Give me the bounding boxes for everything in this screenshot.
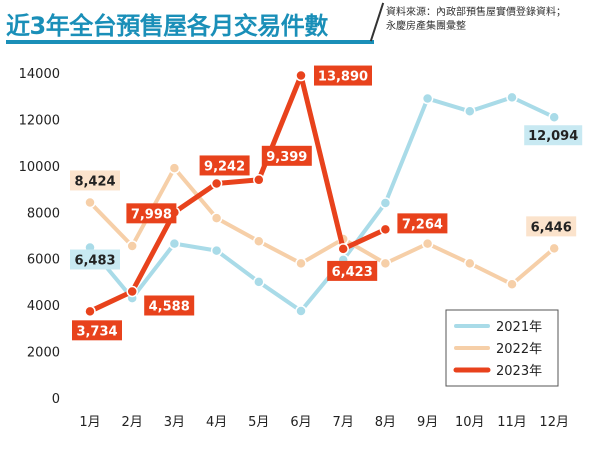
data-label-box <box>524 125 583 146</box>
data-label: 12,094 <box>528 129 578 144</box>
legend: 2021年 2022年 2023年 <box>445 309 559 387</box>
x-tick-label: 8月 <box>375 415 396 430</box>
data-point <box>464 257 476 270</box>
data-point <box>253 276 265 288</box>
data-point <box>379 223 392 236</box>
data-label-box <box>327 260 378 281</box>
y-tick-label: 2000 <box>27 346 60 361</box>
data-point <box>295 69 307 82</box>
data-point <box>421 237 434 250</box>
source-note: 資料來源：內政部預售屋實價登錄資料； 永慶房產集團彙整 <box>369 2 566 42</box>
data-label-box <box>526 216 577 237</box>
data-label: 7,998 <box>131 207 172 222</box>
y-tick-label: 4000 <box>27 299 60 314</box>
series-lines <box>84 69 560 318</box>
data-point <box>253 174 265 186</box>
x-tick-label: 4月 <box>206 415 227 430</box>
x-tick-label: 6月 <box>290 415 311 430</box>
data-label-box <box>314 65 372 86</box>
data-label: 3,734 <box>76 324 117 339</box>
series-line-2023年 <box>87 73 388 314</box>
data-point <box>379 197 392 209</box>
x-axis: 1月 2月 3月 4月 5月 6月 7月 8月 9月 10月 11月 12月 <box>79 415 569 430</box>
series-line-2022年 <box>88 166 557 287</box>
data-point <box>421 92 434 105</box>
data-point <box>379 257 392 270</box>
data-point <box>210 212 223 224</box>
data-label-box <box>397 213 448 234</box>
data-point <box>337 243 349 255</box>
x-tick-label: 12月 <box>539 415 569 430</box>
data-label-box <box>199 155 250 176</box>
data-point <box>464 105 476 118</box>
legend-label: 2022年 <box>496 342 542 357</box>
x-tick-label: 1月 <box>79 415 100 430</box>
data-label: 6,423 <box>332 265 373 280</box>
x-tick-label: 5月 <box>248 415 269 430</box>
data-point <box>506 91 518 104</box>
data-label: 7,264 <box>402 217 443 232</box>
data-label: 13,890 <box>318 70 368 85</box>
data-point <box>210 177 223 190</box>
x-tick-label: 2月 <box>122 415 143 430</box>
data-point <box>168 162 181 174</box>
data-point <box>210 244 223 257</box>
x-tick-label: 3月 <box>164 415 185 430</box>
data-label-box <box>144 295 195 316</box>
source-line-2: 永慶房產集團彙整 <box>386 21 466 32</box>
y-tick-label: 0 <box>52 392 60 407</box>
y-tick-label: 14000 <box>19 67 60 82</box>
data-label: 6,483 <box>74 254 115 269</box>
y-tick-label: 12000 <box>19 113 60 128</box>
data-label: 4,588 <box>149 299 190 314</box>
legend-label: 2023年 <box>496 364 542 379</box>
data-label-box <box>70 249 120 270</box>
series-line-2021年 <box>88 95 557 313</box>
data-point <box>506 278 518 290</box>
data-label: 6,446 <box>531 220 572 235</box>
x-tick-label: 9月 <box>417 415 438 430</box>
data-point <box>126 240 138 252</box>
x-tick-label: 10月 <box>455 415 485 430</box>
y-tick-label: 6000 <box>27 253 60 268</box>
data-label: 9,242 <box>204 159 245 174</box>
data-point <box>126 285 138 298</box>
data-point <box>548 242 560 255</box>
data-point <box>295 305 307 317</box>
y-axis: 0 2000 4000 6000 8000 10000 12000 14000 <box>19 67 60 407</box>
data-label-box <box>126 203 177 224</box>
data-labels: 6,483 12,094 8,424 6,446 3,734 4,588 7,998 9,24… <box>70 65 583 341</box>
data-point <box>84 305 96 318</box>
title-underline <box>6 40 374 44</box>
data-label-box <box>261 145 312 166</box>
chart-title: 近3年全台預售屋各月交易件數 <box>6 12 328 40</box>
y-tick-label: 10000 <box>19 160 60 175</box>
data-label: 8,424 <box>74 174 115 189</box>
data-point <box>84 196 96 209</box>
y-tick-label: 8000 <box>27 206 60 221</box>
x-tick-label: 7月 <box>333 415 354 430</box>
legend-label: 2021年 <box>496 320 542 335</box>
legend-box <box>445 309 559 387</box>
data-point <box>548 111 560 123</box>
data-label-box <box>72 320 122 341</box>
data-label-box <box>70 170 120 191</box>
source-line-1: 資料來源：內政部預售屋實價登錄資料； <box>386 7 566 18</box>
data-point <box>168 237 181 250</box>
data-point <box>253 235 265 248</box>
data-label: 9,399 <box>266 150 307 165</box>
x-tick-label: 11月 <box>497 415 527 430</box>
data-point <box>295 257 307 270</box>
